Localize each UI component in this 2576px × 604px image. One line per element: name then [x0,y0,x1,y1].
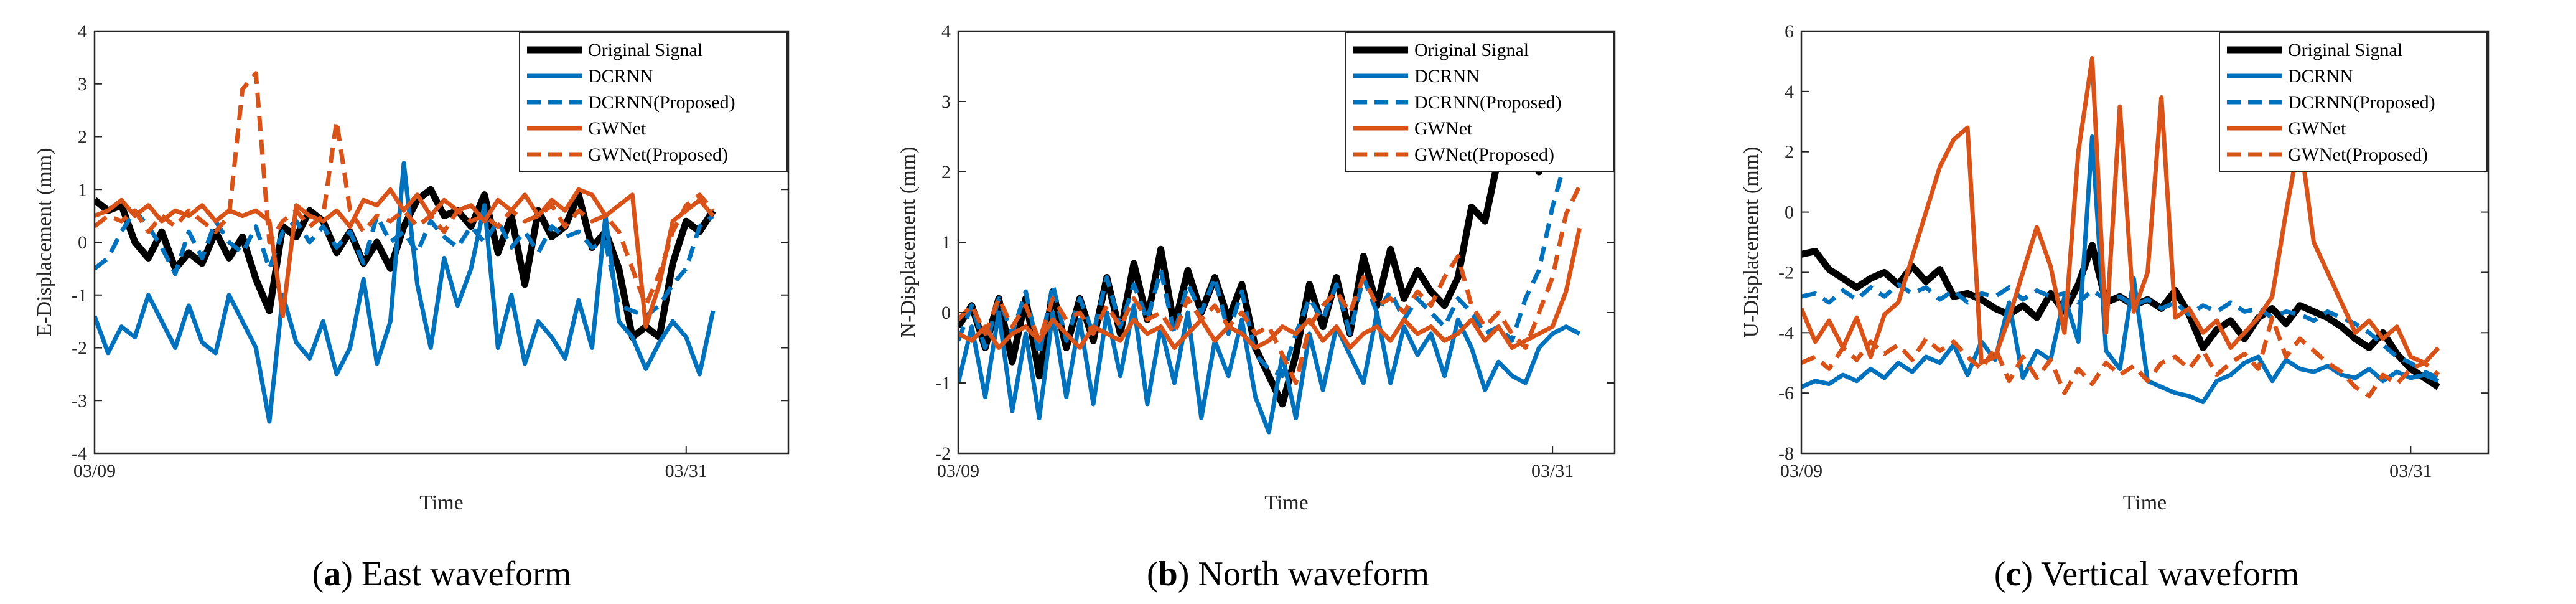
x-axis-label: Time [2123,491,2167,514]
series-line-dcrnn-proposed [1801,282,2440,380]
x-tick-label: 03/09 [73,461,116,481]
x-axis-label: Time [419,491,464,514]
series-line-gwnet [1801,56,2440,366]
legend-label-original-signal: Original Signal [588,40,702,60]
series-line-dcrnn [95,161,716,424]
y-tick-label: 2 [78,127,87,148]
legend-box [2219,32,2488,172]
caption-letter: c [2006,555,2022,593]
legend-label-gwnet-proposed: GWNet(Proposed) [1414,144,1554,165]
y-tick-label: -2 [72,338,87,359]
y-tick-label: -2 [1778,262,1794,283]
panel-north: -2 -1 0 1 2 3 4 03/09 03/31 Time N-Displacement (m… [897,21,1616,593]
panel-caption: (b) North waveform [1147,555,1429,593]
caption-text: East waveform [353,555,571,593]
y-tick-label: 3 [78,74,87,95]
legend-box [1345,32,1614,172]
legend-label-gwnet-proposed: GWNet(Proposed) [2288,144,2428,165]
series-line-dcrnn [1801,134,2440,405]
axes-box [1800,30,2490,455]
x-axis-label: Time [1264,491,1309,514]
y-tick-label: -1 [72,285,87,306]
series-line-gwnet-proposed [958,185,1582,385]
caption-text: Vertical waveform [2033,555,2299,593]
caption-letter: a [324,555,341,593]
x-tick-label: 03/31 [1531,461,1574,481]
y-tick-label: 6 [1785,21,1794,42]
y-axis-label: N-Displacement (mm) [897,147,920,338]
legend-box [519,32,788,172]
series-line-gwnet [958,227,1582,350]
caption-letter: b [1159,555,1178,593]
y-tick-label: 4 [1785,82,1794,102]
panel-vertical: -8 -6 -4 -2 0 2 4 6 03/09 03/31 Time U-Displacement… [1740,21,2490,593]
y-tick-label: 3 [941,92,951,112]
y-tick-label: -3 [72,390,87,411]
legend: Original Signal DCRNN DCRNN(Proposed) GWNet… [1345,32,1614,172]
y-tick-label: -1 [935,373,951,394]
y-tick-label: -2 [935,443,951,464]
legend-label-gwnet-proposed: GWNet(Proposed) [588,144,728,165]
caption-text: North waveform [1189,555,1429,593]
y-tick-label: 2 [1785,142,1794,163]
y-tick-label: 2 [941,162,951,182]
y-tick-label: 0 [941,303,951,323]
x-tick-label: 03/31 [665,461,707,481]
y-tick-label: 1 [941,232,951,253]
x-tick-label: 03/09 [1780,461,1822,481]
legend-label-gwnet: GWNet [1414,118,1473,139]
series-line-gwnet [95,187,715,329]
legend-label-gwnet: GWNet [588,118,646,139]
series-line-gwnet-proposed [1801,315,2440,399]
series-lines [95,71,716,424]
y-tick-label: 4 [941,21,951,42]
legend-label-dcrnn: DCRNN [2288,66,2353,87]
y-tick-label: 4 [78,21,87,42]
legend-label-dcrnn-proposed: DCRNN(Proposed) [588,92,735,113]
series-line-dcrnn-proposed [958,142,1582,379]
x-tick-label: 03/09 [937,461,979,481]
y-tick-label: -8 [1778,443,1794,464]
legend-label-dcrnn: DCRNN [1414,66,1480,87]
y-tick-label: -4 [72,443,87,464]
series-lines [958,91,1583,435]
panel-east: -4 -3 -2 -1 0 1 2 3 4 03/09 03/31 Time E-Displacemen… [33,21,790,593]
legend-label-dcrnn-proposed: DCRNN(Proposed) [1414,92,1562,113]
legend: Original Signal DCRNN DCRNN(Proposed) GWNet… [519,32,788,172]
y-tick-label: 1 [78,179,87,200]
legend-label-dcrnn: DCRNN [588,66,653,87]
legend: Original Signal DCRNN DCRNN(Proposed) GWNet… [2219,32,2488,172]
panel-caption: (c) Vertical waveform [1994,555,2299,593]
series-line-dcrnn [958,303,1581,435]
y-tick-label: 0 [1785,202,1794,223]
y-tick-label: -4 [1778,323,1794,343]
legend-label-original-signal: Original Signal [2288,40,2402,60]
x-tick-label: 03/31 [2389,461,2432,481]
series-line-gwnet-proposed [95,71,715,308]
y-axis-label: U-Displacement (mm) [1740,147,1763,338]
panel-caption: (a) East waveform [312,555,572,593]
y-tick-label: -6 [1778,383,1794,403]
legend-label-gwnet: GWNet [2288,118,2346,139]
y-axis-label: E-Displacement (mm) [33,148,56,336]
series-lines [1801,56,2440,405]
y-tick-label: 0 [78,232,87,253]
legend-label-original-signal: Original Signal [1414,40,1529,60]
legend-label-dcrnn-proposed: DCRNN(Proposed) [2288,92,2435,113]
